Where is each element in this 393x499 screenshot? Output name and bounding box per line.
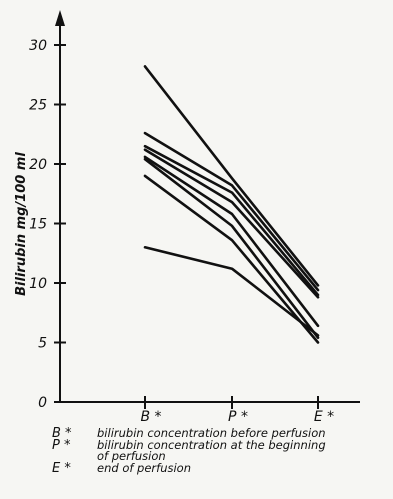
series-group <box>143 65 320 344</box>
y-tick-label: 5 <box>38 336 47 352</box>
series-line-7 <box>143 174 320 344</box>
legend-key-e: E * <box>52 461 71 476</box>
series-line-8 <box>143 246 320 337</box>
y-tick-label: 25 <box>29 98 47 114</box>
legend-text-p-wrap: bilirubin concentration at the beginning… <box>97 438 390 463</box>
series-line-5 <box>143 155 320 328</box>
axes <box>55 10 360 403</box>
y-tick-label: 15 <box>29 217 47 233</box>
series-line-6 <box>143 157 320 340</box>
series-line-3 <box>143 144 320 297</box>
x-tick-label: E * <box>314 409 334 425</box>
y-axis-label: Bilirubin mg/100 ml <box>14 152 29 296</box>
legend-text-p: bilirubin concentration at the beginning <box>97 438 326 452</box>
legend-key-p: P * <box>52 438 71 453</box>
x-tick-label: B * <box>140 409 161 425</box>
series-line-1 <box>143 65 320 287</box>
legend-text-p-cont: of perfusion <box>97 449 166 463</box>
legend-row-p: P * bilirubin concentration at the begin… <box>52 438 390 463</box>
y-tick-label: 0 <box>38 395 47 411</box>
y-tick-label: 30 <box>29 38 47 54</box>
legend-row-e: E * end of perfusion <box>52 461 390 476</box>
series-line-4 <box>143 148 320 299</box>
series-line-2 <box>143 131 320 292</box>
legend-text-b: bilirubin concentration before perfusion <box>97 426 326 440</box>
legend: B * bilirubin concentration before perfu… <box>52 426 390 476</box>
x-ticks: B * P * E * <box>140 396 334 425</box>
legend-key-b: B * <box>52 426 72 441</box>
x-tick-label: P * <box>228 409 248 425</box>
legend-row-b: B * bilirubin concentration before perfu… <box>52 426 390 441</box>
y-ticks: 0 5 10 15 20 25 30 <box>29 38 66 411</box>
legend-text-e: end of perfusion <box>97 461 192 475</box>
chart: 0 5 10 15 20 25 30 B * P * E * Bilirubin mg/100 … <box>14 10 360 425</box>
y-tick-label: 10 <box>29 276 47 292</box>
y-tick-label: 20 <box>29 157 47 173</box>
y-axis-arrow <box>55 10 65 26</box>
